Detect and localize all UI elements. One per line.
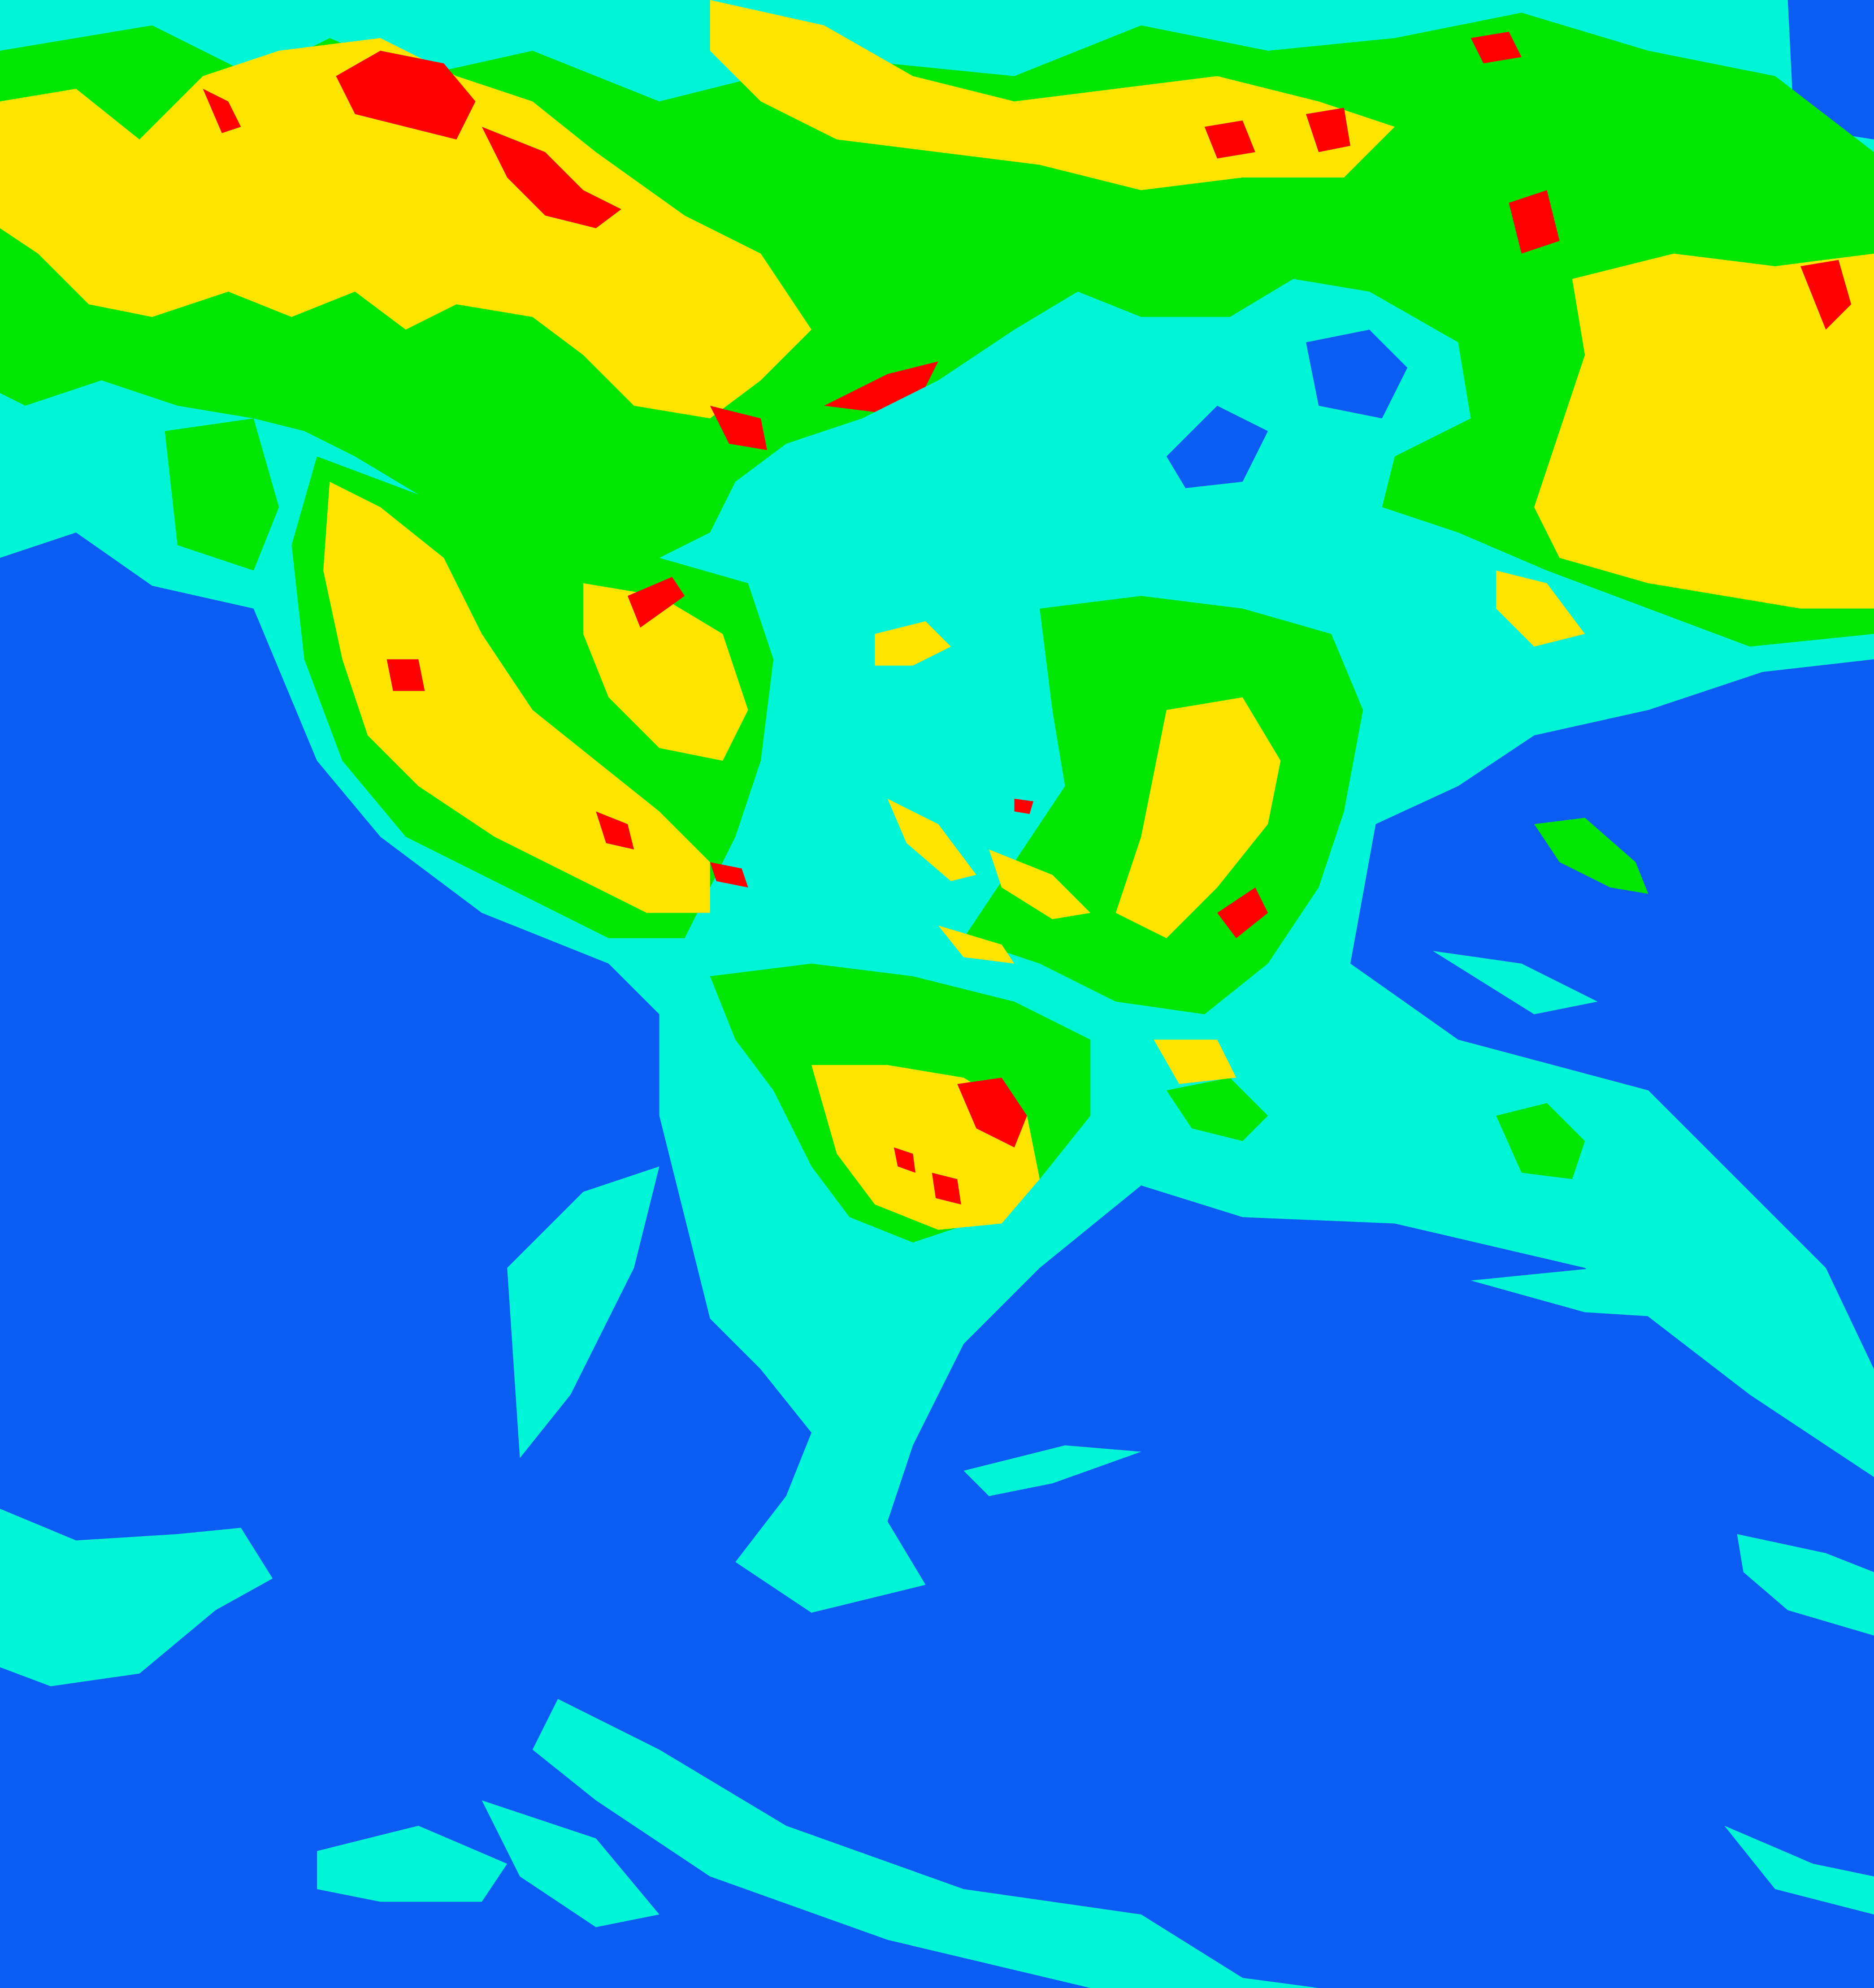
yellow-area (887, 798, 976, 881)
yellow-area (0, 38, 812, 419)
red-area (932, 1173, 961, 1205)
cloud-southwest (0, 1508, 273, 1686)
yellow-area (938, 925, 1015, 964)
red-area (386, 659, 425, 691)
red-area (1217, 887, 1268, 939)
red-area (957, 1078, 1027, 1148)
yellow-area (1154, 1039, 1236, 1084)
red-area (1471, 31, 1522, 64)
yellow-area (1115, 697, 1281, 939)
red-area (1204, 120, 1255, 159)
red-area (1014, 798, 1033, 814)
red-area (596, 811, 634, 850)
yellow-area (875, 621, 951, 666)
cloud-streak (507, 1166, 659, 1458)
green-area (1534, 818, 1648, 894)
yellow-area (1534, 253, 1874, 609)
cloud-streak (1471, 1268, 1687, 1319)
red-area (1306, 108, 1350, 152)
red-area (1800, 260, 1852, 330)
cloud-streak (963, 1445, 1141, 1496)
yellow-area (583, 583, 748, 761)
cloud-streak (482, 1800, 659, 1927)
green-area (1166, 1078, 1268, 1141)
red-area (482, 126, 621, 229)
cloud-streak (1724, 1825, 1874, 1914)
yellow-area (1496, 570, 1585, 647)
green-area (1496, 1103, 1585, 1179)
yellow-area (323, 481, 710, 913)
green-area (165, 418, 279, 571)
cloud-streak (1737, 1534, 1874, 1636)
cloud-streak (317, 1825, 508, 1902)
red-class (203, 31, 1852, 1205)
yellow-area (989, 849, 1091, 919)
clear-patch (1166, 406, 1268, 488)
red-area (710, 862, 748, 888)
red-area (824, 361, 938, 412)
red-area (1509, 190, 1560, 254)
red-area (710, 406, 768, 450)
red-area (336, 51, 476, 140)
red-area (203, 88, 241, 133)
cloud-streak (1432, 951, 1598, 1014)
red-area (894, 1147, 915, 1173)
red-area (627, 576, 685, 628)
cloud-streak (532, 1699, 1319, 1988)
clear-patch (1306, 329, 1408, 419)
